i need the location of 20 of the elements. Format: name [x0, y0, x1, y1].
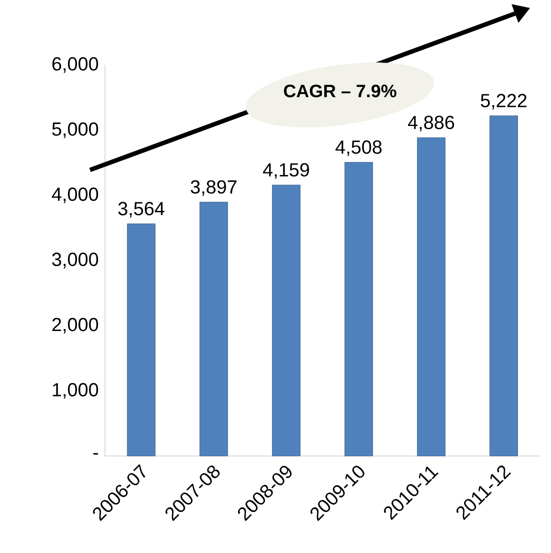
data-label: 5,222 [480, 94, 526, 110]
y-tick-label: 5,000 [52, 122, 98, 138]
y-tick-label: 3,000 [52, 252, 98, 268]
data-label: 4,886 [408, 116, 454, 132]
data-label: 4,159 [263, 163, 310, 179]
y-tick-label: 1,000 [52, 383, 98, 399]
bar [344, 162, 373, 456]
bar [127, 224, 156, 456]
y-tick-label: 2,000 [52, 318, 98, 334]
y-tick-label: 4,000 [52, 188, 98, 204]
bar [417, 137, 446, 456]
y-tick-label: - [93, 453, 98, 455]
data-label: 4,508 [336, 140, 382, 156]
bar [200, 202, 228, 456]
data-label: 3,564 [118, 202, 164, 218]
data-label: 3,897 [190, 180, 236, 196]
bar [490, 116, 518, 456]
y-tick-label: 6,000 [52, 57, 98, 73]
annotation: CAGR – 7.9% [284, 84, 396, 98]
bar [272, 184, 300, 456]
